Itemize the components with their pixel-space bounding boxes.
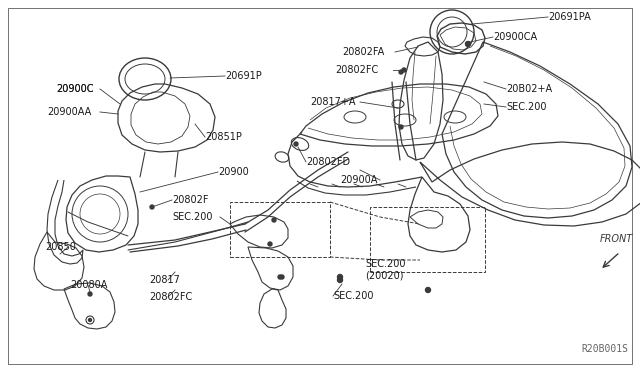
Circle shape bbox=[278, 275, 282, 279]
Text: FRONT: FRONT bbox=[600, 234, 632, 244]
Circle shape bbox=[272, 218, 276, 222]
Text: 20900A: 20900A bbox=[340, 175, 378, 185]
Text: (20020): (20020) bbox=[365, 271, 403, 281]
Text: R20B001S: R20B001S bbox=[581, 344, 628, 354]
Circle shape bbox=[294, 142, 298, 146]
Text: 20802F: 20802F bbox=[172, 195, 209, 205]
Text: 20080A: 20080A bbox=[70, 280, 108, 290]
Circle shape bbox=[465, 42, 470, 46]
Text: 20817+A: 20817+A bbox=[310, 97, 355, 107]
Text: 20691P: 20691P bbox=[225, 71, 262, 81]
Text: 20802FC: 20802FC bbox=[335, 65, 378, 75]
Text: 20850: 20850 bbox=[45, 242, 76, 252]
Circle shape bbox=[399, 70, 403, 74]
Text: SEC.200: SEC.200 bbox=[365, 259, 406, 269]
Circle shape bbox=[426, 288, 431, 292]
Text: 20B02+A: 20B02+A bbox=[506, 84, 552, 94]
Text: 20900CA: 20900CA bbox=[493, 32, 537, 42]
Text: SEC.200: SEC.200 bbox=[172, 212, 212, 222]
Text: 20802FD: 20802FD bbox=[306, 157, 350, 167]
Circle shape bbox=[337, 275, 342, 279]
Circle shape bbox=[150, 205, 154, 209]
Text: 20900C: 20900C bbox=[56, 84, 93, 94]
Text: 20900C: 20900C bbox=[56, 84, 93, 94]
Bar bbox=[370, 207, 485, 272]
Text: 20900: 20900 bbox=[218, 167, 249, 177]
Circle shape bbox=[337, 278, 342, 282]
Text: 20802FC: 20802FC bbox=[149, 292, 192, 302]
Circle shape bbox=[268, 242, 272, 246]
Text: 20802FA: 20802FA bbox=[342, 47, 384, 57]
Text: 20817: 20817 bbox=[149, 275, 180, 285]
Text: SEC.200: SEC.200 bbox=[333, 291, 374, 301]
Circle shape bbox=[402, 68, 406, 72]
Text: 20691PA: 20691PA bbox=[548, 12, 591, 22]
Circle shape bbox=[88, 292, 92, 296]
Text: SEC.200: SEC.200 bbox=[506, 102, 547, 112]
Circle shape bbox=[280, 275, 284, 279]
Circle shape bbox=[399, 125, 403, 129]
Circle shape bbox=[88, 318, 92, 321]
Text: 20900AA: 20900AA bbox=[47, 107, 92, 117]
Circle shape bbox=[466, 42, 470, 46]
Text: 20851P: 20851P bbox=[205, 132, 242, 142]
Bar bbox=[230, 202, 330, 257]
